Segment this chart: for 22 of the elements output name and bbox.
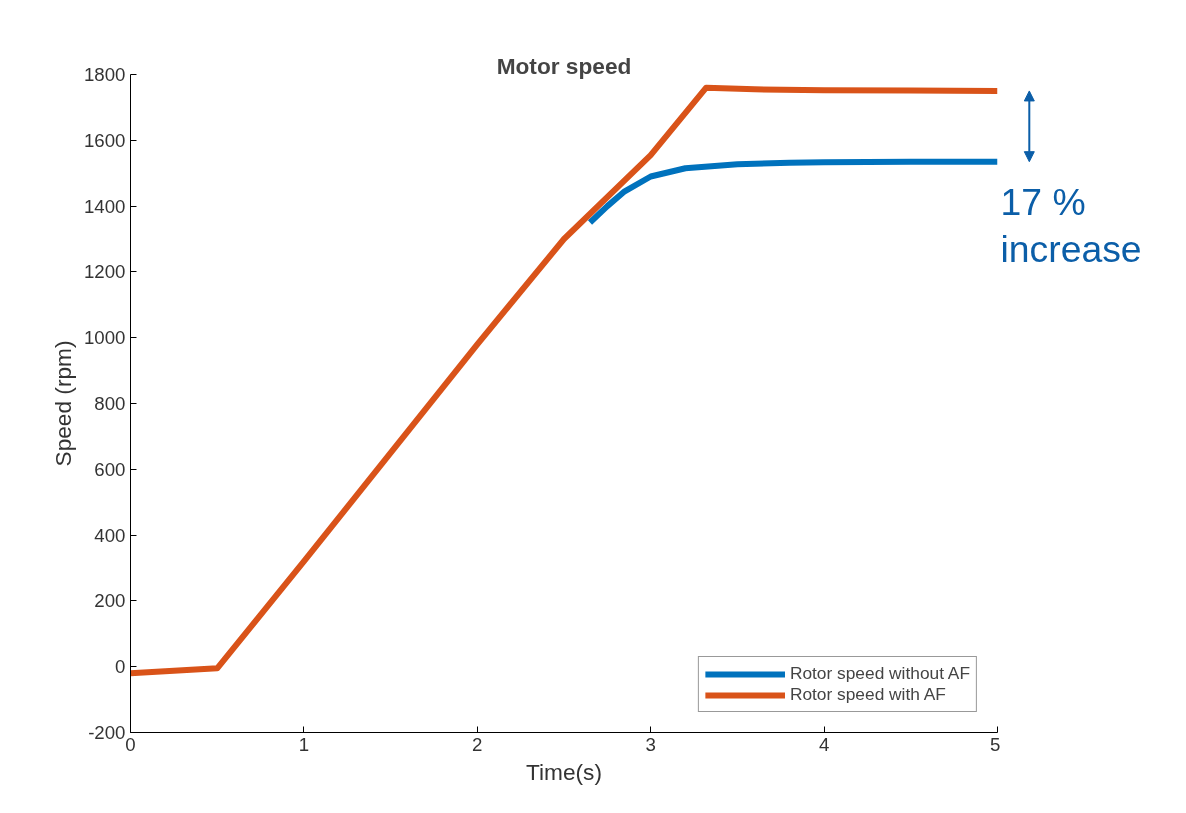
y-tick-label: 1000 bbox=[84, 327, 126, 349]
text: 17 % increase bbox=[1000, 181, 1142, 270]
y-tick-label: 400 bbox=[94, 524, 126, 546]
y-tick-label: 600 bbox=[94, 458, 126, 480]
x-tick-label: 3 bbox=[645, 733, 656, 755]
x-tick-label: 4 bbox=[818, 733, 830, 755]
y-tick-label: 200 bbox=[94, 590, 126, 612]
x-tick-label: 5 bbox=[990, 733, 1001, 755]
y-tick-label: -200 bbox=[88, 722, 126, 743]
y-tick-label: 1600 bbox=[84, 129, 126, 151]
y-axis-title: Speed (rpm) bbox=[50, 340, 76, 467]
y-tick-label: 1400 bbox=[84, 195, 126, 217]
y-tick-label: 800 bbox=[94, 393, 126, 414]
x-tick-label: 1 bbox=[298, 733, 310, 755]
y-tick-label: 1800 bbox=[84, 64, 126, 85]
y-tick-label: 1200 bbox=[84, 261, 126, 283]
chart-title: Motor speed bbox=[496, 52, 632, 79]
x-tick-label: 2 bbox=[472, 733, 483, 755]
x-axis-title: Time(s) bbox=[526, 758, 602, 785]
legend-label: Rotor speed without AF bbox=[789, 663, 970, 684]
legend-label: Rotor speed with AF bbox=[789, 684, 946, 705]
y-tick-label: 0 bbox=[115, 656, 126, 678]
